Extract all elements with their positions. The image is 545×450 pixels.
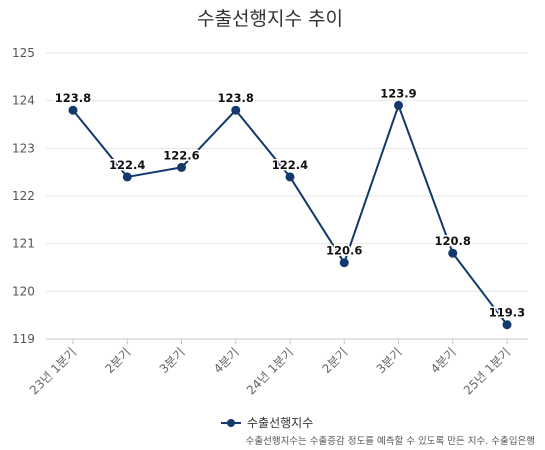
y-axis: 119 120 121 122 123 124 125 xyxy=(12,46,35,346)
y-tick-label: 119 xyxy=(12,332,35,346)
data-label: 119.3 xyxy=(489,306,525,320)
x-tick-label: 2분기 xyxy=(319,345,350,376)
y-tick-label: 123 xyxy=(12,141,35,155)
y-tick-label: 121 xyxy=(12,237,35,251)
series: 123.8 122.4 122.6 123.8 122.4 120.6 123.9 120.8… xyxy=(53,85,527,330)
x-tick-label: 2분기 xyxy=(102,345,133,376)
legend[interactable]: 수출선행지수 xyxy=(221,415,313,430)
data-point[interactable] xyxy=(285,172,295,182)
data-label: 123.8 xyxy=(218,91,254,105)
x-tick-label: 25년 1분기 xyxy=(461,345,513,397)
y-tick-label: 120 xyxy=(12,284,35,298)
data-label: 123.8 xyxy=(55,91,91,105)
data-label: 122.6 xyxy=(163,148,199,162)
y-tick-label: 122 xyxy=(12,189,35,203)
data-point[interactable] xyxy=(177,162,186,172)
legend-label: 수출선행지수 xyxy=(247,415,313,430)
y-tick-label: 125 xyxy=(12,46,35,60)
y-tick-label: 124 xyxy=(12,94,35,108)
x-tick-label: 3분기 xyxy=(374,345,405,376)
x-axis: 23년 1분기 2분기 3분기 4분기 24년 1분기 2분기 3분기 4분기 25년 1분기 xyxy=(27,339,513,397)
data-point[interactable] xyxy=(122,172,132,182)
x-tick-label: 4분기 xyxy=(211,345,242,376)
x-tick-label: 24년 1분기 xyxy=(244,345,296,397)
data-point[interactable] xyxy=(394,100,403,110)
data-label: 120.6 xyxy=(326,244,362,258)
data-point[interactable] xyxy=(502,320,512,330)
data-point[interactable] xyxy=(448,248,458,258)
x-tick-label: 23년 1분기 xyxy=(27,345,79,397)
data-point[interactable] xyxy=(68,105,78,115)
data-label: 122.4 xyxy=(109,158,145,172)
x-tick-label: 4분기 xyxy=(428,345,459,376)
data-label: 123.9 xyxy=(380,86,416,100)
chart-title: 수출선행지수 추이 xyxy=(197,8,343,30)
data-label: 122.4 xyxy=(272,158,308,172)
legend-marker-icon xyxy=(227,419,235,427)
data-point[interactable] xyxy=(231,105,241,115)
x-tick-label: 3분기 xyxy=(157,345,188,376)
grid xyxy=(46,52,528,340)
footnote: 수출선행지수는 수출증감 정도를 예측할 수 있도록 만든 지수. 수출입은행 xyxy=(246,435,535,447)
data-label: 120.8 xyxy=(435,234,471,248)
data-point[interactable] xyxy=(339,258,349,268)
